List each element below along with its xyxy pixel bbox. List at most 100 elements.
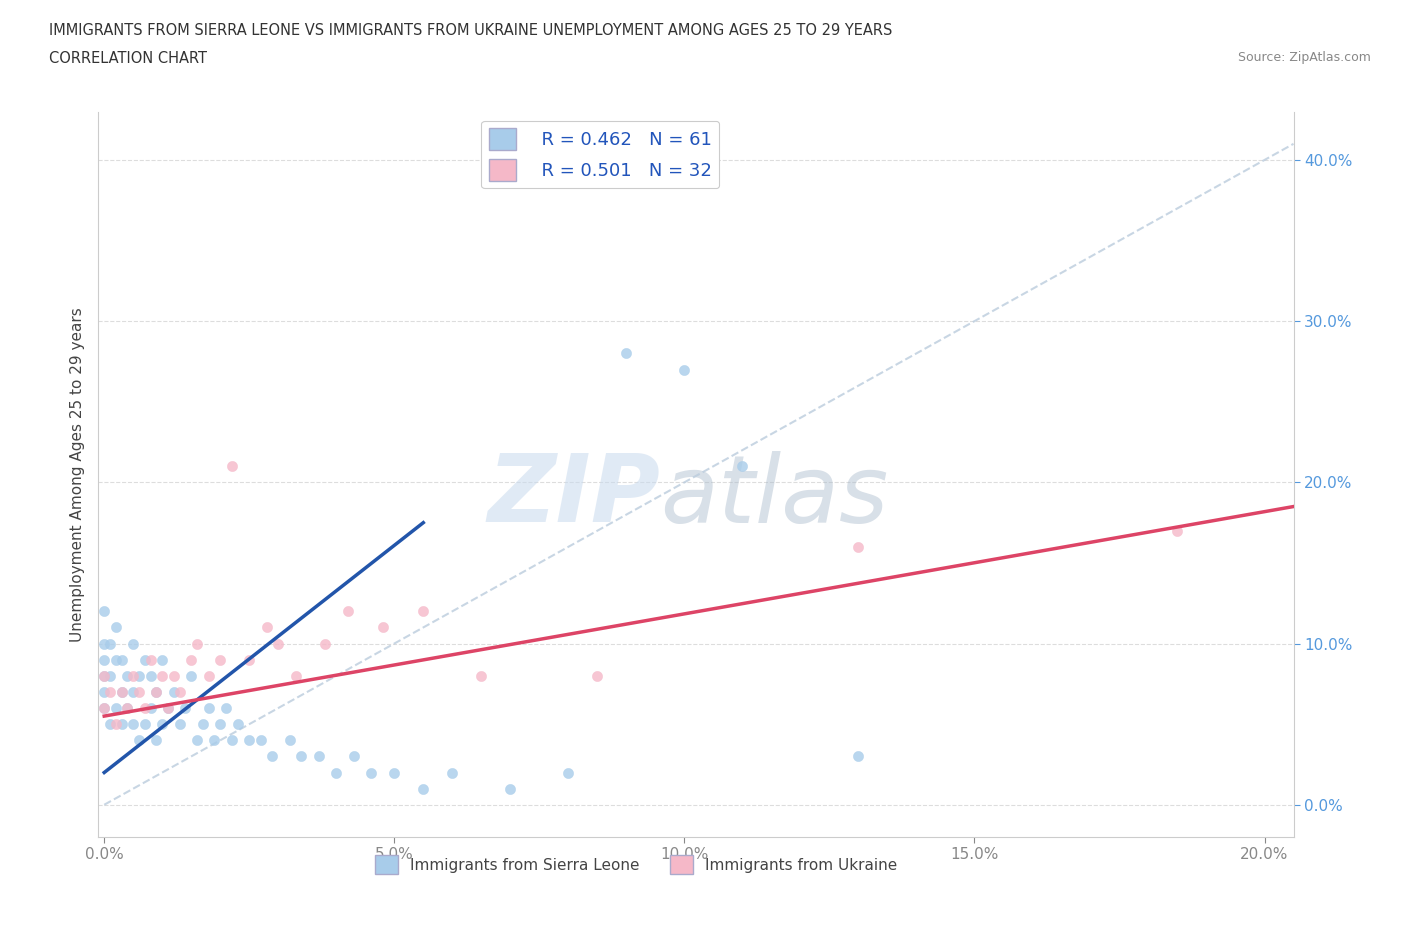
Point [134, 717, 156, 732]
Point [586, 669, 609, 684]
Point [163, 684, 186, 699]
Point [412, 604, 434, 618]
Text: atlas: atlas [661, 450, 889, 541]
Point [122, 636, 145, 651]
Text: ZIP: ZIP [488, 450, 661, 542]
Point [157, 700, 180, 715]
Point [382, 765, 405, 780]
Point [93, 652, 115, 667]
Point [111, 684, 134, 699]
Point [186, 733, 208, 748]
Point [180, 652, 202, 667]
Point [98, 636, 121, 651]
Point [104, 652, 127, 667]
Point [180, 669, 202, 684]
Point [371, 620, 394, 635]
Point [98, 669, 121, 684]
Point [122, 669, 145, 684]
Point [104, 700, 127, 715]
Point [360, 765, 382, 780]
Point [221, 733, 243, 748]
Point [197, 700, 219, 715]
Point [111, 717, 134, 732]
Point [93, 669, 115, 684]
Point [614, 346, 637, 361]
Point [128, 684, 150, 699]
Point [238, 733, 260, 748]
Point [93, 669, 115, 684]
Point [336, 604, 359, 618]
Point [441, 765, 464, 780]
Point [93, 700, 115, 715]
Point [134, 700, 156, 715]
Point [215, 700, 238, 715]
Point [209, 652, 232, 667]
Point [98, 684, 121, 699]
Point [262, 749, 284, 764]
Point [134, 652, 156, 667]
Point [150, 669, 173, 684]
Point [93, 700, 115, 715]
Point [197, 669, 219, 684]
Point [731, 458, 754, 473]
Point [104, 620, 127, 635]
Point [290, 749, 312, 764]
Point [267, 636, 290, 651]
Point [157, 700, 180, 715]
Point [117, 669, 139, 684]
Point [117, 700, 139, 715]
Point [122, 717, 145, 732]
Point [169, 717, 191, 732]
Y-axis label: Unemployment Among Ages 25 to 29 years: Unemployment Among Ages 25 to 29 years [69, 307, 84, 642]
Point [325, 765, 347, 780]
Point [128, 733, 150, 748]
Point [93, 636, 115, 651]
Point [499, 781, 522, 796]
Point [284, 669, 307, 684]
Point [191, 717, 214, 732]
Point [117, 700, 139, 715]
Point [238, 652, 260, 667]
Point [145, 733, 167, 748]
Point [673, 362, 696, 377]
Point [557, 765, 579, 780]
Point [1166, 524, 1188, 538]
Point [174, 700, 197, 715]
Point [93, 684, 115, 699]
Point [343, 749, 366, 764]
Point [163, 669, 186, 684]
Text: CORRELATION CHART: CORRELATION CHART [49, 51, 207, 66]
Point [145, 684, 167, 699]
Point [139, 669, 162, 684]
Point [470, 669, 492, 684]
Point [221, 458, 243, 473]
Point [98, 717, 121, 732]
Point [256, 620, 278, 635]
Point [169, 684, 191, 699]
Point [111, 652, 134, 667]
Point [412, 781, 434, 796]
Point [111, 684, 134, 699]
Point [848, 539, 870, 554]
Point [209, 717, 232, 732]
Point [204, 733, 226, 748]
Point [150, 717, 173, 732]
Point [122, 684, 145, 699]
Text: IMMIGRANTS FROM SIERRA LEONE VS IMMIGRANTS FROM UKRAINE UNEMPLOYMENT AMONG AGES : IMMIGRANTS FROM SIERRA LEONE VS IMMIGRAN… [49, 23, 893, 38]
Point [93, 604, 115, 618]
Point [314, 636, 336, 651]
Point [128, 669, 150, 684]
Point [278, 733, 301, 748]
Point [139, 652, 162, 667]
Text: Source: ZipAtlas.com: Source: ZipAtlas.com [1237, 51, 1371, 64]
Point [104, 717, 127, 732]
Point [139, 700, 162, 715]
Point [848, 749, 870, 764]
Point [150, 652, 173, 667]
Point [250, 733, 273, 748]
Point [145, 684, 167, 699]
Point [186, 636, 208, 651]
Legend: Immigrants from Sierra Leone, Immigrants from Ukraine: Immigrants from Sierra Leone, Immigrants… [368, 849, 904, 880]
Point [226, 717, 249, 732]
Point [308, 749, 330, 764]
